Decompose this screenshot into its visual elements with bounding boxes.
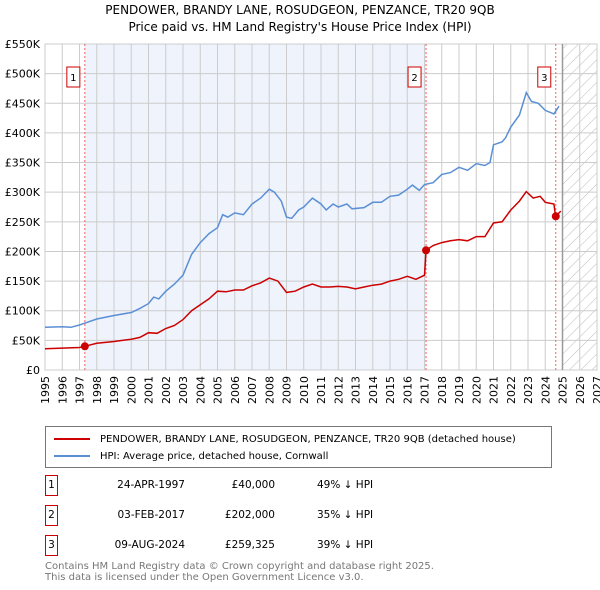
y-tick-label: £50K bbox=[12, 334, 41, 347]
y-tick-label: £200K bbox=[5, 245, 41, 258]
legend-swatch-blue bbox=[54, 455, 90, 457]
sale-marker-label: 2 bbox=[411, 73, 417, 84]
x-tick-label: 1999 bbox=[108, 376, 121, 404]
x-tick-label: 2004 bbox=[194, 376, 207, 404]
y-tick-label: £0 bbox=[26, 364, 40, 377]
x-tick-label: 2012 bbox=[332, 376, 345, 404]
sale-point bbox=[80, 342, 89, 351]
chart-subtitle: Price paid vs. HM Land Registry's House … bbox=[128, 20, 472, 34]
y-tick-label: £400K bbox=[5, 127, 41, 140]
x-tick-label: 2019 bbox=[453, 376, 466, 404]
x-tick-label: 1995 bbox=[39, 376, 52, 404]
chart-title: PENDOWER, BRANDY LANE, ROSUDGEON, PENZAN… bbox=[105, 3, 495, 17]
sale-point bbox=[422, 246, 431, 255]
x-tick-label: 2017 bbox=[419, 376, 432, 404]
legend-item-property: PENDOWER, BRANDY LANE, ROSUDGEON, PENZAN… bbox=[54, 432, 516, 446]
x-tick-label: 2022 bbox=[505, 376, 518, 404]
x-tick-label: 2020 bbox=[470, 376, 483, 404]
x-tick-label: 2014 bbox=[367, 376, 380, 404]
sale-price: £40,000 bbox=[231, 479, 275, 491]
y-tick-label: £300K bbox=[5, 186, 41, 199]
x-tick-label: 2005 bbox=[212, 376, 225, 404]
sale-point bbox=[551, 212, 560, 221]
sale-hpi-diff: 49% ↓ HPI bbox=[317, 479, 374, 491]
sale-date: 24-APR-1997 bbox=[117, 479, 185, 491]
sale-price: £202,000 bbox=[224, 509, 275, 521]
x-tick-label: 2015 bbox=[384, 376, 397, 404]
footer-licence: This data is licensed under the Open Gov… bbox=[45, 572, 364, 583]
x-tick-label: 2027 bbox=[591, 376, 600, 404]
x-tick-label: 2016 bbox=[401, 376, 414, 404]
footer: Contains HM Land Registry data © Crown c… bbox=[45, 561, 434, 583]
x-tick-label: 2009 bbox=[281, 376, 294, 404]
x-tick-label: 2000 bbox=[125, 376, 138, 404]
series-line-property bbox=[44, 190, 562, 350]
x-tick-label: 2006 bbox=[229, 376, 242, 404]
y-tick-label: £550K bbox=[5, 38, 41, 51]
y-tick-label: £350K bbox=[5, 157, 41, 170]
x-tick-label: 1996 bbox=[56, 376, 69, 404]
legend-swatch-red bbox=[54, 438, 90, 440]
footer-copyright: Contains HM Land Registry data © Crown c… bbox=[45, 561, 434, 572]
legend-label: PENDOWER, BRANDY LANE, ROSUDGEON, PENZAN… bbox=[100, 433, 516, 445]
sale-marker-badge: 1 bbox=[45, 475, 58, 496]
x-tick-label: 2018 bbox=[436, 376, 449, 404]
y-tick-label: £450K bbox=[5, 97, 41, 110]
plot-frame bbox=[44, 43, 598, 371]
sale-marker-label: 1 bbox=[70, 73, 76, 84]
sale-marker-box bbox=[407, 66, 422, 88]
x-tick-label: 2013 bbox=[350, 376, 363, 404]
y-tick-label: £250K bbox=[5, 216, 41, 229]
legend-item-hpi: HPI: Average price, detached house, Corn… bbox=[54, 449, 328, 463]
sale-hpi-diff: 39% ↓ HPI bbox=[317, 539, 374, 551]
plot-area: 1995 1996 1997 1998 1999 2000 2001 2002 2003 2004… bbox=[5, 38, 600, 404]
x-tick-label: 2007 bbox=[246, 376, 259, 404]
sale-marker-label: 3 bbox=[541, 73, 547, 84]
x-tick-label: 1997 bbox=[74, 376, 87, 404]
shaded-period bbox=[84, 44, 427, 370]
x-tick-label: 2011 bbox=[315, 376, 328, 404]
y-tick-label: £100K bbox=[5, 305, 41, 318]
sale-marker-box bbox=[66, 66, 81, 88]
x-tick-label: 2003 bbox=[177, 376, 190, 404]
sale-marker-badge: 2 bbox=[45, 505, 58, 526]
x-tick-label: 2026 bbox=[574, 376, 587, 404]
y-tick-label: £500K bbox=[5, 68, 41, 81]
series-line-hpi bbox=[44, 90, 560, 329]
x-tick-label: 2025 bbox=[557, 376, 570, 404]
sale-marker-badge: 3 bbox=[45, 535, 58, 556]
x-tick-label: 2024 bbox=[539, 376, 552, 404]
x-tick-label: 2002 bbox=[160, 376, 173, 404]
x-tick-label: 2010 bbox=[298, 376, 311, 404]
sale-price: £259,325 bbox=[224, 539, 275, 551]
x-tick-label: 2008 bbox=[263, 376, 276, 404]
x-tick-label: 2023 bbox=[522, 376, 535, 404]
sale-hpi-diff: 35% ↓ HPI bbox=[317, 509, 374, 521]
legend: PENDOWER, BRANDY LANE, ROSUDGEON, PENZAN… bbox=[45, 426, 552, 468]
sale-date: 03-FEB-2017 bbox=[117, 509, 185, 521]
sale-marker-box bbox=[537, 66, 552, 88]
x-tick-label: 2021 bbox=[488, 376, 501, 404]
sale-date: 09-AUG-2024 bbox=[114, 539, 185, 551]
legend-label: HPI: Average price, detached house, Corn… bbox=[100, 450, 329, 462]
x-tick-label: 1998 bbox=[91, 376, 104, 404]
y-tick-label: £150K bbox=[5, 275, 41, 288]
x-tick-label: 2001 bbox=[143, 376, 156, 404]
